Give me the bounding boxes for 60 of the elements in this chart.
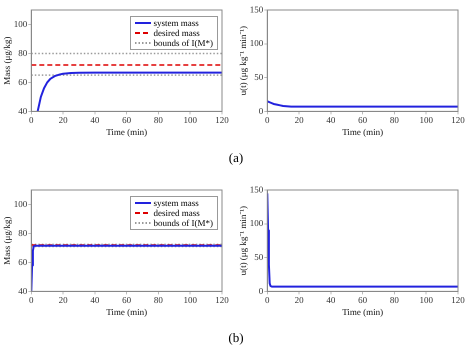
x-tick-label: 80: [390, 115, 400, 126]
x-tick-label: 80: [154, 295, 164, 306]
x-tick-label: 40: [90, 115, 100, 126]
x-tick-label: 60: [358, 115, 368, 126]
y-tick-label: 50: [254, 72, 264, 82]
x-axis-title: Time (min): [342, 126, 384, 137]
y-tick-label: 40: [18, 106, 28, 116]
y-tick-label: 150: [250, 184, 264, 194]
y-tick-label: 0: [258, 106, 264, 116]
legend-label: system mass: [154, 198, 199, 208]
y-axis-title: u(t) (μg kg⁻¹ min⁻¹): [238, 206, 248, 276]
x-axis-title: Time (min): [342, 306, 384, 317]
y-axis-title: Mass (μg/kg): [2, 216, 12, 265]
y-tick-label: 100: [250, 38, 264, 48]
y-axis-title: Mass (μg/kg): [2, 36, 12, 85]
y-tick-label: 40: [18, 286, 28, 296]
y-tick-label: 80: [18, 48, 28, 58]
x-tick-label: 60: [358, 295, 368, 306]
x-tick-label: 100: [183, 115, 198, 126]
y-tick-label: 150: [250, 4, 264, 14]
x-tick-label: 60: [122, 295, 132, 306]
text: (b): [228, 330, 244, 345]
x-tick-label: 20: [58, 115, 68, 126]
x-tick-label: 120: [451, 115, 466, 126]
legend-label: bounds of I(M*): [154, 218, 213, 228]
text: (a): [228, 150, 244, 165]
x-tick-label: 120: [215, 295, 230, 306]
y-tick-label: 80: [18, 228, 28, 238]
y-tick-label: 100: [14, 198, 28, 209]
legend-label: desired mass: [154, 208, 200, 218]
x-tick-label: 100: [419, 115, 434, 126]
y-tick-label: 100: [14, 18, 28, 29]
y-tick-label: 50: [254, 252, 264, 262]
x-tick-label: 60: [122, 115, 132, 126]
x-axis-title: Time (min): [106, 306, 148, 317]
x-tick-label: 0: [29, 115, 34, 126]
x-tick-label: 20: [58, 295, 68, 306]
y-tick-label: 100: [250, 218, 264, 228]
y-tick-label: 0: [258, 286, 264, 296]
x-tick-label: 20: [294, 115, 304, 126]
y-axis-title: u(t) (μg kg⁻¹ min⁻¹): [238, 26, 248, 96]
x-tick-label: 40: [326, 115, 336, 126]
x-tick-label: 0: [29, 295, 34, 306]
x-axis-title: Time (min): [106, 126, 148, 137]
legend-label: bounds of I(M*): [154, 38, 213, 48]
x-tick-label: 20: [294, 295, 304, 306]
x-tick-label: 120: [451, 295, 466, 306]
x-tick-label: 100: [419, 295, 434, 306]
legend-label: desired mass: [154, 28, 200, 38]
y-tick-label: 60: [18, 76, 28, 87]
x-tick-label: 40: [90, 295, 100, 306]
x-tick-label: 40: [326, 295, 336, 306]
x-tick-label: 0: [265, 295, 270, 306]
x-tick-label: 120: [215, 115, 230, 126]
x-tick-label: 0: [265, 115, 270, 126]
x-tick-label: 100: [183, 295, 198, 306]
y-tick-label: 60: [18, 256, 28, 267]
legend-label: system mass: [154, 18, 199, 28]
x-tick-label: 80: [154, 115, 164, 126]
x-tick-label: 80: [390, 295, 400, 306]
